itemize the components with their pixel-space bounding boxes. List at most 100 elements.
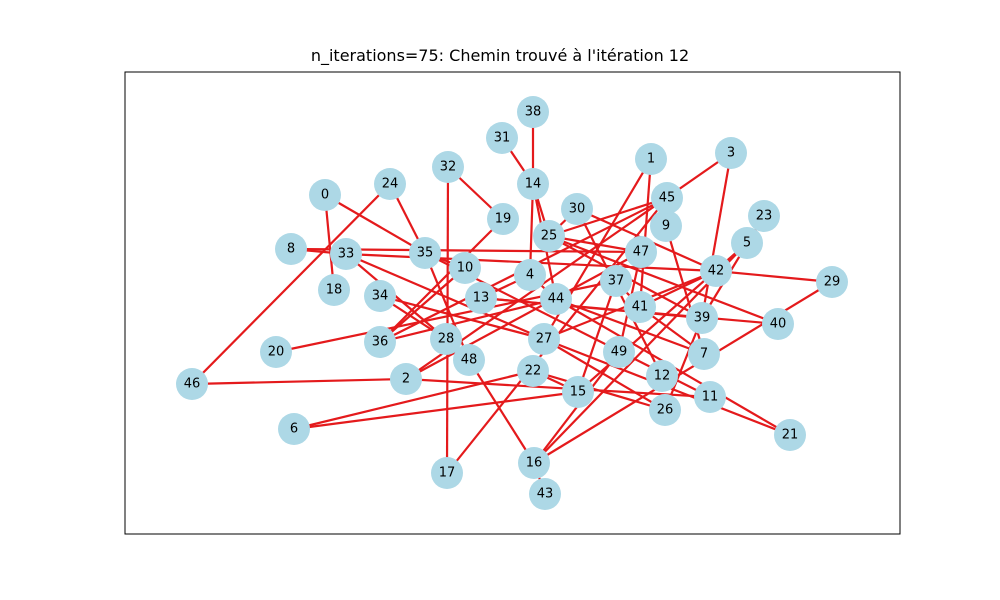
node-label: 21	[782, 428, 799, 443]
node-42: 42	[700, 255, 732, 287]
node-circle	[715, 137, 747, 169]
node-19: 19	[487, 203, 519, 235]
node-circle	[430, 323, 462, 355]
node-label: 38	[525, 105, 542, 120]
node-0: 0	[309, 179, 341, 211]
node-label: 6	[290, 422, 298, 437]
node-circle	[624, 291, 656, 323]
node-circle	[517, 355, 549, 387]
edge-10-36	[379, 267, 466, 343]
node-43: 43	[529, 478, 561, 510]
node-40: 40	[762, 308, 794, 340]
edge-32-17	[445, 166, 450, 474]
node-44: 44	[540, 283, 572, 315]
node-20: 20	[260, 336, 292, 368]
node-label: 4	[526, 268, 534, 283]
node-circle	[774, 419, 806, 451]
node-2: 2	[390, 363, 422, 395]
edge-1-41	[638, 158, 653, 308]
node-label: 33	[338, 247, 355, 262]
edge-0-35	[324, 194, 426, 254]
node-circle	[517, 96, 549, 128]
node-9: 9	[650, 210, 682, 242]
node-31: 31	[486, 122, 518, 154]
node-label: 31	[494, 131, 511, 146]
node-1: 1	[635, 143, 667, 175]
node-label: 3	[727, 146, 735, 161]
edge-48-16	[468, 359, 535, 464]
node-circle	[390, 363, 422, 395]
edge-27-26	[543, 338, 666, 411]
node-label: 35	[417, 246, 434, 261]
node-7: 7	[688, 338, 720, 370]
node-label: 26	[657, 403, 674, 418]
node-5: 5	[731, 227, 763, 259]
node-circle	[364, 280, 396, 312]
plot-frame	[124, 71, 901, 535]
node-6: 6	[278, 413, 310, 445]
node-circle	[528, 323, 560, 355]
node-label: 1	[647, 152, 655, 167]
node-15: 15	[562, 376, 594, 408]
node-circle	[635, 143, 667, 175]
node-circle	[649, 394, 681, 426]
node-circle	[562, 376, 594, 408]
edge-9-7	[664, 225, 706, 355]
node-label: 39	[694, 311, 711, 326]
edge-33-28	[345, 253, 447, 340]
node-label: 2	[402, 372, 410, 387]
node-17: 17	[431, 457, 463, 489]
node-12: 12	[646, 360, 678, 392]
edge-33-27	[345, 252, 545, 341]
node-circle	[731, 227, 763, 259]
node-layer: 0123456789101112131415161718192021222324…	[176, 96, 848, 510]
edge-39-26	[663, 317, 704, 411]
node-48: 48	[453, 344, 485, 376]
node-label: 44	[548, 292, 565, 307]
node-label: 24	[382, 177, 399, 192]
node-label: 15	[570, 385, 587, 400]
node-circle	[694, 381, 726, 413]
node-circle	[651, 182, 683, 214]
node-18: 18	[318, 274, 350, 306]
node-8: 8	[275, 233, 307, 265]
node-46: 46	[176, 368, 208, 400]
node-22: 22	[517, 355, 549, 387]
node-label: 7	[700, 347, 708, 362]
node-label: 43	[537, 487, 554, 502]
node-circle	[318, 274, 350, 306]
node-34: 34	[364, 280, 396, 312]
node-circle	[278, 413, 310, 445]
node-circle	[646, 360, 678, 392]
node-26: 26	[649, 394, 681, 426]
node-label: 45	[659, 191, 676, 206]
node-label: 42	[708, 264, 725, 279]
node-circle	[330, 238, 362, 270]
node-circle	[176, 368, 208, 400]
node-25: 25	[533, 220, 565, 252]
node-circle	[409, 237, 441, 269]
node-label: 0	[321, 188, 329, 203]
node-3: 3	[715, 137, 747, 169]
node-label: 47	[633, 245, 650, 260]
node-28: 28	[430, 323, 462, 355]
node-label: 20	[268, 345, 285, 360]
node-circle	[449, 252, 481, 284]
node-circle	[816, 266, 848, 298]
node-label: 46	[184, 377, 201, 392]
node-29: 29	[816, 266, 848, 298]
node-label: 10	[457, 261, 474, 276]
node-circle	[688, 338, 720, 370]
node-11: 11	[694, 381, 726, 413]
node-39: 39	[686, 302, 718, 334]
node-23: 23	[748, 200, 780, 232]
node-47: 47	[625, 236, 657, 268]
node-circle	[650, 210, 682, 242]
node-circle	[625, 236, 657, 268]
node-label: 41	[632, 300, 649, 315]
node-label: 29	[824, 275, 841, 290]
node-circle	[465, 282, 497, 314]
node-35: 35	[409, 237, 441, 269]
node-circle	[453, 344, 485, 376]
